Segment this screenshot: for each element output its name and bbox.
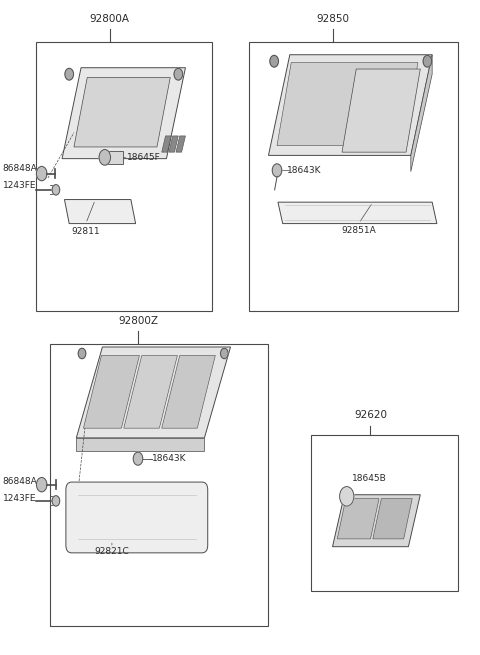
Polygon shape bbox=[333, 495, 420, 547]
Text: 18645B: 18645B bbox=[351, 474, 386, 483]
Text: 1243FE: 1243FE bbox=[3, 181, 36, 191]
Circle shape bbox=[220, 348, 228, 359]
Text: 18643K: 18643K bbox=[152, 454, 187, 463]
Circle shape bbox=[99, 149, 110, 165]
Polygon shape bbox=[124, 356, 178, 428]
Polygon shape bbox=[162, 136, 171, 152]
FancyBboxPatch shape bbox=[66, 482, 208, 553]
Polygon shape bbox=[337, 498, 379, 539]
Text: 92811: 92811 bbox=[72, 227, 100, 236]
Text: 86848A: 86848A bbox=[3, 164, 37, 173]
Text: 1243FE: 1243FE bbox=[3, 495, 36, 504]
Polygon shape bbox=[277, 62, 418, 145]
Circle shape bbox=[174, 68, 182, 80]
Text: 92800Z: 92800Z bbox=[118, 316, 158, 326]
Polygon shape bbox=[268, 55, 432, 155]
Polygon shape bbox=[74, 77, 170, 147]
Polygon shape bbox=[162, 356, 216, 428]
Polygon shape bbox=[76, 347, 230, 438]
Circle shape bbox=[340, 487, 354, 506]
Circle shape bbox=[36, 477, 47, 492]
Polygon shape bbox=[342, 69, 420, 152]
Circle shape bbox=[52, 185, 60, 195]
Polygon shape bbox=[373, 498, 412, 539]
Polygon shape bbox=[278, 202, 437, 223]
Circle shape bbox=[423, 56, 432, 67]
Bar bbox=[50, 344, 268, 626]
Circle shape bbox=[52, 496, 60, 506]
Bar bbox=[311, 435, 458, 591]
Bar bbox=[36, 42, 212, 311]
Text: 92851A: 92851A bbox=[341, 225, 376, 234]
Text: 18645F: 18645F bbox=[127, 153, 161, 162]
Polygon shape bbox=[62, 67, 185, 159]
Circle shape bbox=[65, 68, 73, 80]
Text: 86848A: 86848A bbox=[3, 477, 37, 486]
Text: 18643K: 18643K bbox=[288, 166, 322, 175]
Polygon shape bbox=[411, 55, 432, 172]
Polygon shape bbox=[105, 151, 123, 164]
Text: 92850: 92850 bbox=[316, 14, 349, 24]
Polygon shape bbox=[64, 200, 136, 223]
Circle shape bbox=[133, 452, 143, 465]
Polygon shape bbox=[84, 356, 139, 428]
Polygon shape bbox=[76, 438, 204, 451]
Circle shape bbox=[272, 164, 282, 177]
Text: 92620: 92620 bbox=[354, 411, 387, 421]
Polygon shape bbox=[169, 136, 179, 152]
Bar bbox=[250, 42, 458, 311]
Circle shape bbox=[270, 56, 278, 67]
Circle shape bbox=[36, 166, 47, 181]
Text: 92821C: 92821C bbox=[95, 547, 129, 556]
Text: 92800A: 92800A bbox=[90, 14, 130, 24]
Circle shape bbox=[78, 348, 86, 359]
Polygon shape bbox=[176, 136, 185, 152]
